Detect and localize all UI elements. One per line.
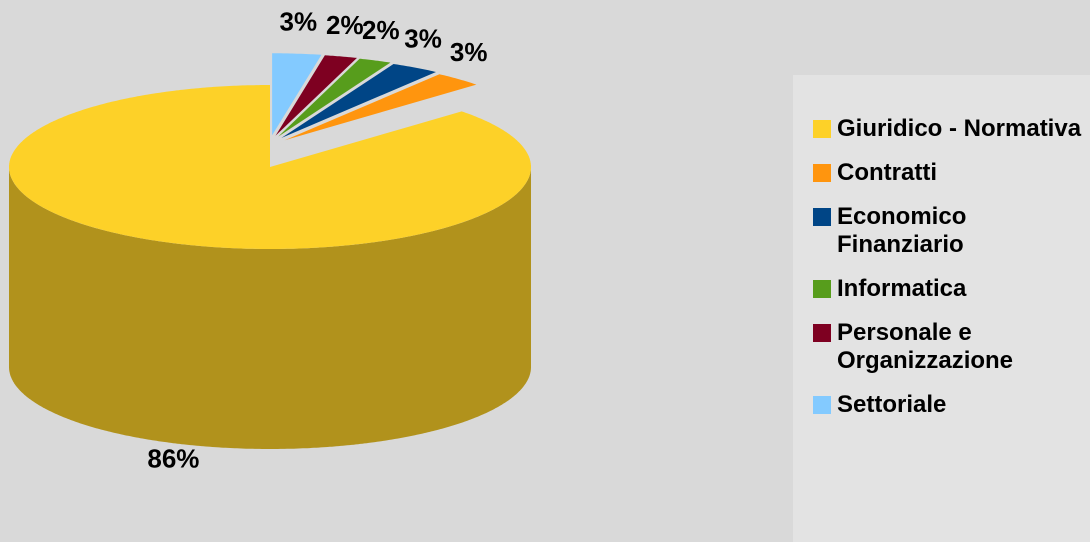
legend-label: Informatica <box>837 275 967 302</box>
data-label: 3% <box>280 7 318 37</box>
legend-item: Economico Finanziario <box>813 203 1090 259</box>
slice <box>9 85 531 249</box>
legend-swatch <box>813 164 831 182</box>
legend-item: Giuridico - Normativa <box>813 115 1090 143</box>
legend-label: Contratti <box>837 159 937 186</box>
legend-label: Economico Finanziario <box>837 203 967 258</box>
slice <box>272 53 322 136</box>
slice <box>278 58 391 137</box>
legend-swatch <box>813 396 831 414</box>
legend-item: Settoriale <box>813 391 1090 419</box>
legend-swatch <box>813 324 831 342</box>
data-label: 2% <box>362 15 400 45</box>
data-label: 3% <box>450 37 488 67</box>
legend-swatch <box>813 280 831 298</box>
pie-area: 86%3%3%2%2%3% <box>9 7 531 473</box>
legend: Giuridico - Normativa Contratti Economico … <box>793 75 1090 542</box>
slice-side <box>9 167 531 450</box>
legend-label: Giuridico - Normativa <box>837 115 1082 142</box>
slice <box>275 55 357 136</box>
legend-swatch <box>813 208 831 226</box>
legend-label: Personale e Organizzazione <box>837 319 1014 374</box>
slice <box>281 64 436 138</box>
data-label: 2% <box>326 10 364 40</box>
legend-item: Contratti <box>813 159 1090 187</box>
data-label: 86% <box>147 443 199 473</box>
slice <box>284 74 477 141</box>
data-label: 3% <box>404 23 442 53</box>
legend-swatch <box>813 120 831 138</box>
legend-label: Settoriale <box>837 391 947 418</box>
legend-item: Personale e Organizzazione <box>813 319 1090 375</box>
legend-item: Informatica <box>813 275 1090 303</box>
